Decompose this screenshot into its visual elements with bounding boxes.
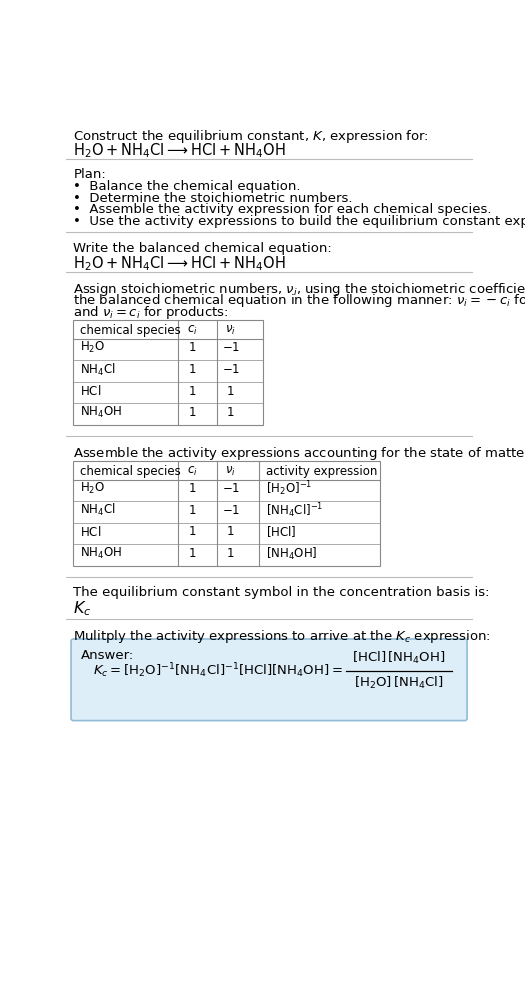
Text: •  Balance the chemical equation.: • Balance the chemical equation. <box>74 180 301 193</box>
Text: $[\mathrm{NH_4OH}]$: $[\mathrm{NH_4OH}]$ <box>266 545 317 562</box>
Text: 1: 1 <box>188 385 196 398</box>
Text: activity expression: activity expression <box>266 465 377 478</box>
Text: $-1$: $-1$ <box>222 504 240 517</box>
Text: 1: 1 <box>227 525 235 538</box>
Text: $[\mathrm{H_2O}]^{-1}$: $[\mathrm{H_2O}]^{-1}$ <box>266 479 312 498</box>
Text: $[\mathrm{NH_4Cl}]^{-1}$: $[\mathrm{NH_4Cl}]^{-1}$ <box>266 501 323 520</box>
Text: $\mathrm{NH_4OH}$: $\mathrm{NH_4OH}$ <box>80 405 122 420</box>
Text: 1: 1 <box>188 341 196 354</box>
Text: $\mathrm{NH_4Cl}$: $\mathrm{NH_4Cl}$ <box>80 361 116 378</box>
Text: $\mathrm{H_2O + NH_4Cl \longrightarrow HCl + NH_4OH}$: $\mathrm{H_2O + NH_4Cl \longrightarrow H… <box>74 142 286 160</box>
Text: $-1$: $-1$ <box>222 341 240 354</box>
Bar <box>74 320 263 425</box>
Text: $\nu_i$: $\nu_i$ <box>225 324 236 337</box>
Text: $\mathrm{NH_4Cl}$: $\mathrm{NH_4Cl}$ <box>80 502 116 518</box>
Text: 1: 1 <box>188 406 196 419</box>
Text: •  Assemble the activity expression for each chemical species.: • Assemble the activity expression for e… <box>74 203 492 216</box>
Text: chemical species: chemical species <box>80 324 180 337</box>
Text: 1: 1 <box>227 385 235 398</box>
Text: Write the balanced chemical equation:: Write the balanced chemical equation: <box>74 242 332 255</box>
Text: Assemble the activity expressions accounting for the state of matter and $\nu_i$: Assemble the activity expressions accoun… <box>74 445 525 462</box>
Text: $\mathrm{HCl}$: $\mathrm{HCl}$ <box>80 525 101 539</box>
Text: 1: 1 <box>227 547 235 560</box>
Text: $c_i$: $c_i$ <box>186 465 197 478</box>
Text: Assign stoichiometric numbers, $\nu_i$, using the stoichiometric coefficients, $: Assign stoichiometric numbers, $\nu_i$, … <box>74 281 525 298</box>
Text: $\nu_i$: $\nu_i$ <box>225 465 236 478</box>
Text: 1: 1 <box>188 482 196 495</box>
Text: 1: 1 <box>188 547 196 560</box>
Text: $-1$: $-1$ <box>222 363 240 376</box>
Text: 1: 1 <box>188 504 196 517</box>
Text: Construct the equilibrium constant, $K$, expression for:: Construct the equilibrium constant, $K$,… <box>74 128 429 145</box>
Text: $[\mathrm{H_2O}]\,[\mathrm{NH_4Cl}]$: $[\mathrm{H_2O}]\,[\mathrm{NH_4Cl}]$ <box>354 675 444 691</box>
Text: $\mathrm{H_2O + NH_4Cl \longrightarrow HCl + NH_4OH}$: $\mathrm{H_2O + NH_4Cl \longrightarrow H… <box>74 255 286 273</box>
Text: •  Determine the stoichiometric numbers.: • Determine the stoichiometric numbers. <box>74 192 353 205</box>
Text: $[\mathrm{HCl}]\,[\mathrm{NH_4OH}]$: $[\mathrm{HCl}]\,[\mathrm{NH_4OH}]$ <box>352 650 446 666</box>
Text: $-1$: $-1$ <box>222 482 240 495</box>
Text: $K_c = [\mathrm{H_2O}]^{-1}[\mathrm{NH_4Cl}]^{-1}[\mathrm{HCl}][\mathrm{NH_4OH}]: $K_c = [\mathrm{H_2O}]^{-1}[\mathrm{NH_4… <box>93 661 342 680</box>
Text: The equilibrium constant symbol in the concentration basis is:: The equilibrium constant symbol in the c… <box>74 586 490 599</box>
Text: Answer:: Answer: <box>81 649 134 662</box>
Text: $[\mathrm{HCl}]$: $[\mathrm{HCl}]$ <box>266 524 296 539</box>
Text: $\mathrm{HCl}$: $\mathrm{HCl}$ <box>80 384 101 398</box>
Text: Mulitply the activity expressions to arrive at the $K_c$ expression:: Mulitply the activity expressions to arr… <box>74 628 491 645</box>
Text: 1: 1 <box>188 363 196 376</box>
Text: $\mathrm{NH_4OH}$: $\mathrm{NH_4OH}$ <box>80 546 122 561</box>
Text: $c_i$: $c_i$ <box>186 324 197 337</box>
Text: the balanced chemical equation in the following manner: $\nu_i = -c_i$ for react: the balanced chemical equation in the fo… <box>74 292 525 309</box>
Text: $\mathrm{H_2O}$: $\mathrm{H_2O}$ <box>80 481 105 496</box>
Text: and $\nu_i = c_i$ for products:: and $\nu_i = c_i$ for products: <box>74 304 229 321</box>
Text: •  Use the activity expressions to build the equilibrium constant expression.: • Use the activity expressions to build … <box>74 215 525 228</box>
Text: $K_c$: $K_c$ <box>74 599 92 618</box>
Text: chemical species: chemical species <box>80 465 180 478</box>
Text: 1: 1 <box>227 406 235 419</box>
Bar <box>74 461 380 566</box>
FancyBboxPatch shape <box>71 639 467 721</box>
Text: $\mathrm{H_2O}$: $\mathrm{H_2O}$ <box>80 340 105 355</box>
Text: 1: 1 <box>188 525 196 538</box>
Text: Plan:: Plan: <box>74 168 106 181</box>
